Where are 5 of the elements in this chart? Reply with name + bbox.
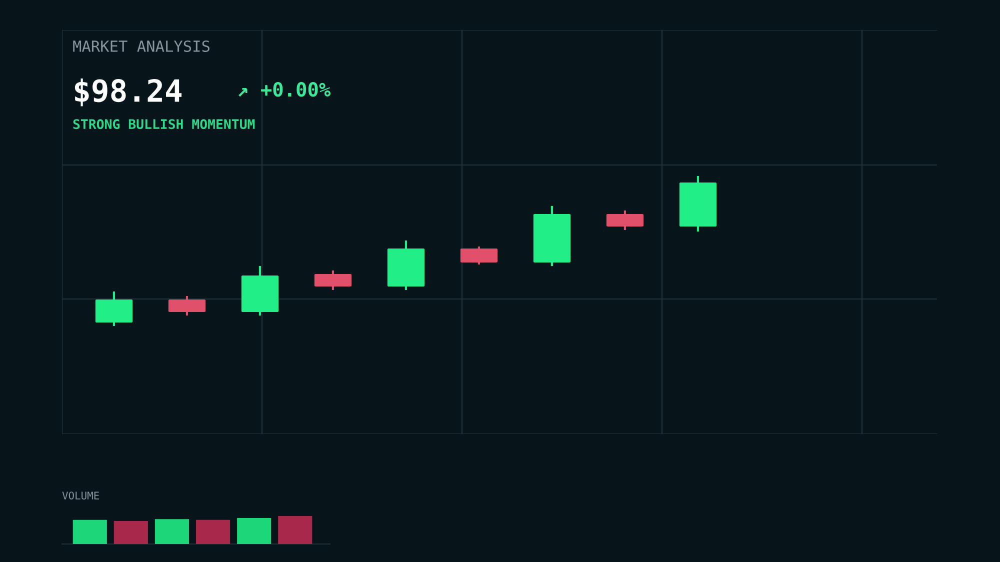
chart-title: VOLUME: [62, 492, 99, 500]
text: $98.24: [74, 78, 182, 106]
chart-title: MARKET ANALYSIS: [73, 40, 210, 52]
text: ↗ +0.00%: [238, 82, 331, 97]
text: STRONG BULLISH MOMENTUM: [73, 119, 255, 130]
